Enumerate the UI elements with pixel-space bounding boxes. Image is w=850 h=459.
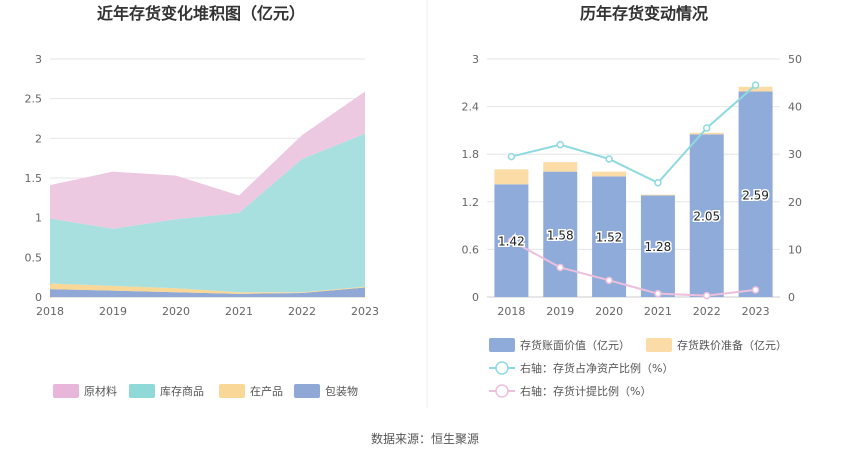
legend-swatch-原材料 <box>53 384 79 398</box>
bar-data-label: 2.05 <box>693 210 720 224</box>
left-x-tick-label: 2018 <box>36 305 64 318</box>
left-x-tick-label: 2022 <box>288 305 316 318</box>
left-x-tick-label: 2020 <box>162 305 190 318</box>
bar-data-label: 2.59 <box>742 188 769 202</box>
right-y2-tick-label: 20 <box>788 196 802 209</box>
legend-line-marker <box>495 384 509 398</box>
legend-swatch-book-value <box>489 338 515 352</box>
legend-swatch-reserve <box>646 338 672 352</box>
area-series-库存商品 <box>50 133 365 293</box>
legend-label-book-value: 存货账面价值（亿元） <box>520 338 630 352</box>
bar-impairment-reserve <box>640 194 675 196</box>
left-x-tick-label: 2019 <box>99 305 127 318</box>
legend-label-在产品: 在产品 <box>250 384 283 398</box>
line-point <box>751 286 760 294</box>
line-point <box>703 291 711 300</box>
area-series-在产品 <box>50 283 365 294</box>
right-x-tick-label: 2021 <box>644 305 672 318</box>
bar-impairment-reserve <box>689 132 724 135</box>
left-x-tick-label: 2023 <box>351 305 379 318</box>
right-y-tick-label: 3 <box>472 53 479 66</box>
left-y-tick-label: 0.5 <box>25 251 43 264</box>
legend-swatch-包装物 <box>294 384 320 398</box>
left-y-tick-label: 2 <box>35 132 42 145</box>
line-右轴：存货占净资产比例（%） <box>511 84 757 184</box>
right-x-tick-label: 2020 <box>595 305 623 318</box>
right-y-tick-label: 0 <box>472 291 479 304</box>
area-series-包装物 <box>50 287 365 297</box>
left-y-tick-label: 2.5 <box>25 93 43 106</box>
bar-impairment-reserve <box>494 169 529 185</box>
legend-line-label: 右轴：存货占净资产比例（%） <box>520 361 673 375</box>
right-legend: 存货账面价值（亿元） 存货跌价准备（亿元） 右轴：存货占净资产比例（%） 右轴：存货计… <box>489 338 787 398</box>
bar-data-label: 1.58 <box>547 228 574 242</box>
right-x-tick-label: 2022 <box>693 305 721 318</box>
right-chart-title: 历年存货变动情况 <box>580 4 708 23</box>
left-y-tick-label: 0 <box>35 291 42 304</box>
area-series-原材料 <box>50 91 365 229</box>
left-y-tick-label: 3 <box>35 53 42 66</box>
right-left-y-ticks: 0 0.6 1.2 1.8 2.4 3 <box>462 53 480 304</box>
legend-label-原材料: 原材料 <box>84 384 117 398</box>
right-data-labels: 1.42 1.58 1.52 1.28 2.05 2.59 <box>497 187 771 256</box>
right-y2-tick-label: 50 <box>788 53 802 66</box>
left-y-ticks: 0 0.5 1 1.5 2 2.5 3 <box>25 53 43 304</box>
left-areas <box>50 91 365 297</box>
legend-label-库存商品: 库存商品 <box>160 384 204 398</box>
bar-data-label: 1.28 <box>645 240 672 254</box>
line-point <box>654 179 662 187</box>
right-x-tick-label: 2023 <box>742 305 770 318</box>
legend-label-包装物: 包装物 <box>325 384 358 398</box>
data-source: 数据来源：恒生聚源 <box>371 431 479 446</box>
stacked-area-chart: 近年存货变化堆积图（亿元） 0 0.5 1 1.5 2 2.5 3 2018 2019 2020… <box>25 4 379 398</box>
left-x-ticks: 2018 2019 2020 2021 2022 2023 <box>36 305 379 318</box>
line-point <box>556 140 564 149</box>
line-右轴：存货计提比例（%） <box>510 239 756 297</box>
right-y2-tick-label: 0 <box>788 291 795 304</box>
line-point <box>703 124 711 132</box>
right-y2-tick-label: 30 <box>788 148 802 161</box>
right-gridlines <box>487 58 780 298</box>
left-y-tick-label: 1 <box>35 212 42 225</box>
left-chart-title: 近年存货变化堆积图（亿元） <box>97 4 305 23</box>
right-y2-tick-label: 10 <box>788 243 802 256</box>
right-right-y-ticks: 0 10 20 30 40 50 <box>788 53 802 304</box>
right-x-ticks: 2018 2019 2020 2021 2022 2023 <box>497 305 769 318</box>
legend-line-marker <box>495 361 509 375</box>
left-y-tick-label: 1.5 <box>25 172 43 185</box>
bar-book-value <box>689 134 724 297</box>
bar-book-value <box>543 171 578 297</box>
right-bars <box>494 86 773 297</box>
bar-impairment-reserve <box>543 162 578 172</box>
line-point <box>605 155 613 163</box>
left-x-tick-label: 2021 <box>225 305 253 318</box>
bar-data-label: 1.52 <box>596 231 623 245</box>
line-point <box>751 81 760 89</box>
legend-swatch-库存商品 <box>129 384 155 398</box>
line-point <box>654 289 662 298</box>
legend-swatch-在产品 <box>219 384 245 398</box>
line-point <box>605 276 613 285</box>
bar-impairment-reserve <box>738 86 773 92</box>
right-x-tick-label: 2018 <box>497 305 525 318</box>
right-x-tick-label: 2019 <box>546 305 574 318</box>
line-point <box>507 152 516 161</box>
bar-impairment-reserve <box>592 171 627 177</box>
bar-book-value <box>640 195 675 297</box>
right-y-tick-label: 1.8 <box>462 148 480 161</box>
line-point <box>556 263 564 272</box>
left-legend: 原材料 库存商品 在产品 包装物 <box>53 384 358 398</box>
bar-line-chart: 历年存货变动情况 1.42 1.58 1.52 1.28 2.05 2.59 0 0.6 1.… <box>462 4 803 398</box>
right-y2-tick-label: 40 <box>788 101 802 114</box>
right-y-tick-label: 0.6 <box>462 243 480 256</box>
right-y-tick-label: 1.2 <box>462 196 480 209</box>
bar-book-value <box>738 91 773 297</box>
right-lines <box>507 81 760 300</box>
legend-label-reserve: 存货跌价准备（亿元） <box>677 338 787 352</box>
legend-line-label: 右轴：存货计提比例（%） <box>520 384 651 398</box>
right-y-tick-label: 2.4 <box>462 101 480 114</box>
line-point <box>507 237 516 245</box>
bar-data-label: 1.42 <box>498 235 525 249</box>
